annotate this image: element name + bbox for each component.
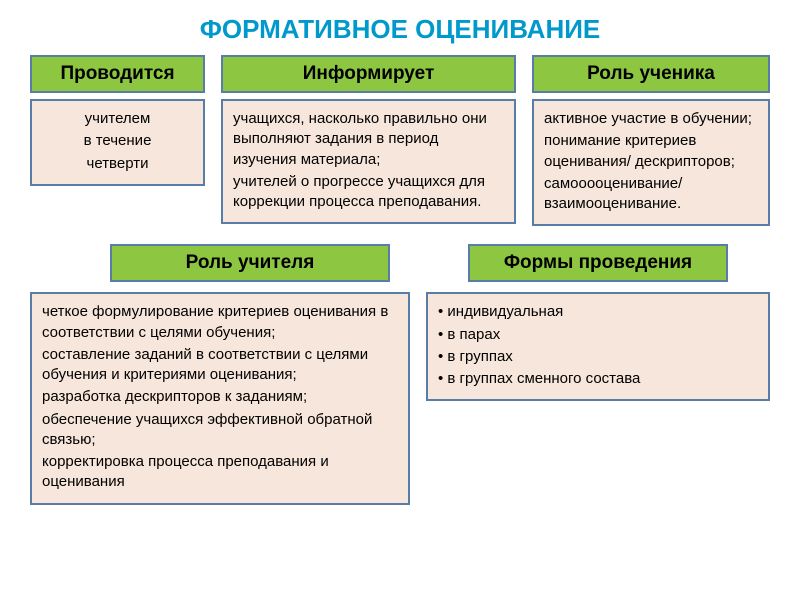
teacher-p4: обеспечение учащихся эффективной обратно… xyxy=(42,410,398,451)
content-teacher-role: четкое формулирование критериев оцениван… xyxy=(30,292,410,504)
student-p1: активное участие в обучении; xyxy=(544,109,758,129)
header-teacher-role: Роль учителя xyxy=(110,244,390,282)
bottom-row: Роль учителя четкое формулирование крите… xyxy=(30,244,770,504)
header-student-role: Роль ученика xyxy=(532,55,770,93)
page-title: ФОРМАТИВНОЕ ОЦЕНИВАНИЕ xyxy=(30,14,770,45)
conducted-line3: четверти xyxy=(42,154,193,174)
informs-p2: учителей о прогрессе учащихся для коррек… xyxy=(233,172,504,213)
conducted-line2: в течение xyxy=(42,131,193,151)
teacher-p5: корректировка процесса преподавания и оц… xyxy=(42,452,398,493)
forms-i4: • в группах сменного состава xyxy=(438,369,758,389)
col-student-role: Роль ученика активное участие в обучении… xyxy=(532,55,770,226)
teacher-p3: разработка дескрипторов к заданиям; xyxy=(42,387,398,407)
informs-p1: учащихся, насколько правильно они выполн… xyxy=(233,109,504,170)
student-p3: самооооценивание/ взаимооценивание. xyxy=(544,174,758,215)
header-informs: Информирует xyxy=(221,55,516,93)
col-informs: Информирует учащихся, насколько правильн… xyxy=(221,55,516,226)
content-conducted: учителем в течение четверти xyxy=(30,99,205,186)
teacher-p1: четкое формулирование критериев оцениван… xyxy=(42,302,398,343)
col-forms: Формы проведения • индивидуальная • в па… xyxy=(426,244,770,504)
col-conducted: Проводится учителем в течение четверти xyxy=(30,55,205,226)
header-forms: Формы проведения xyxy=(468,244,728,282)
forms-i2: • в парах xyxy=(438,325,758,345)
content-informs: учащихся, насколько правильно они выполн… xyxy=(221,99,516,224)
teacher-p2: составление заданий в соответствии с цел… xyxy=(42,345,398,386)
top-row: Проводится учителем в течение четверти И… xyxy=(30,55,770,226)
col-teacher-role: Роль учителя четкое формулирование крите… xyxy=(30,244,410,504)
conducted-line1: учителем xyxy=(42,109,193,129)
header-conducted: Проводится xyxy=(30,55,205,93)
forms-i1: • индивидуальная xyxy=(438,302,758,322)
student-p2: понимание критериев оценивания/ дескрипт… xyxy=(544,131,758,172)
content-forms: • индивидуальная • в парах • в группах •… xyxy=(426,292,770,401)
forms-i3: • в группах xyxy=(438,347,758,367)
content-student-role: активное участие в обучении; понимание к… xyxy=(532,99,770,226)
